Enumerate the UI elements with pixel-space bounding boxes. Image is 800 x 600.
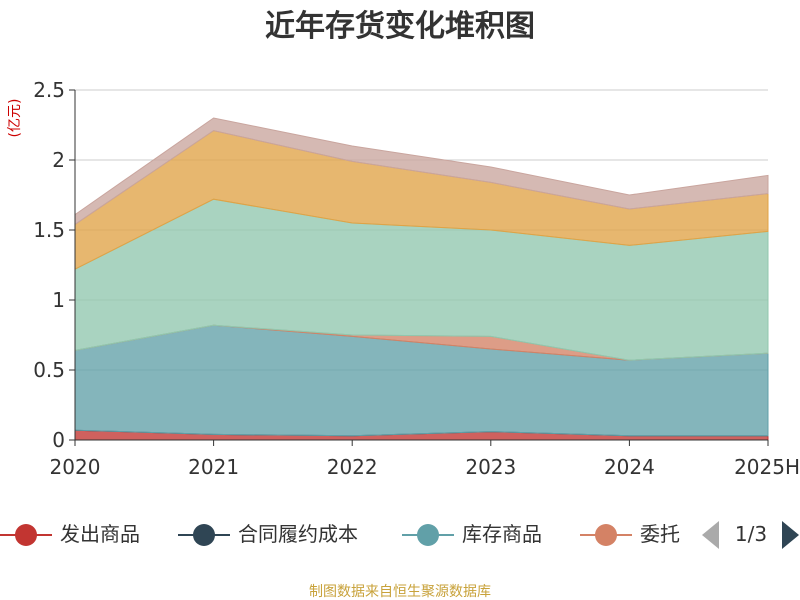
x-tick-label: 2024 <box>604 455 655 479</box>
legend-marker-icon <box>193 524 215 546</box>
legend-pager: 1/3 <box>702 521 799 549</box>
legend-label: 发出商品 <box>60 522 140 546</box>
legend-item-2[interactable]: 库存商品 <box>402 522 542 546</box>
legend-label: 库存商品 <box>462 522 542 546</box>
y-tick-label: 2 <box>52 148 65 172</box>
area-series-其他 <box>74 117 769 226</box>
x-tick-label: 2023 <box>465 455 516 479</box>
legend-marker-icon <box>595 524 617 546</box>
y-tick-label: 1 <box>52 288 65 312</box>
legend: 发出商品 合同履约成本 库存商品 委托 <box>0 522 680 546</box>
legend-page-indicator: 1/3 <box>735 522 767 546</box>
x-tick-label: 2020 <box>50 455 101 479</box>
y-tick-label: 0.5 <box>33 358 65 382</box>
y-tick-label: 1.5 <box>33 218 65 242</box>
legend-label: 合同履约成本 <box>238 522 358 546</box>
chart-title: 近年存货变化堆积图 <box>265 9 535 44</box>
x-tick-label: 2025H <box>734 455 800 479</box>
area-series <box>74 117 769 441</box>
legend-marker-icon <box>15 524 37 546</box>
y-axis-ticks: 0 0.5 1 1.5 2 2.5 <box>33 78 75 452</box>
legend-next-icon[interactable] <box>782 521 799 549</box>
legend-label: 委托 <box>640 522 680 546</box>
legend-item-1[interactable]: 合同履约成本 <box>178 522 358 546</box>
legend-item-3[interactable]: 委托 <box>580 522 680 546</box>
data-source-note: 制图数据来自恒生聚源数据库 <box>309 584 491 600</box>
x-tick-label: 2022 <box>327 455 378 479</box>
x-axis-ticks: 2020 2021 2022 2023 2024 2025H <box>50 440 800 479</box>
y-tick-label: 0 <box>52 428 65 452</box>
axes <box>74 90 768 441</box>
legend-prev-icon[interactable] <box>702 521 719 549</box>
legend-marker-icon <box>417 524 439 546</box>
legend-item-0[interactable]: 发出商品 <box>0 522 140 546</box>
y-tick-label: 2.5 <box>33 78 65 102</box>
y-unit-label: (亿元) <box>7 99 23 138</box>
x-tick-label: 2021 <box>188 455 239 479</box>
